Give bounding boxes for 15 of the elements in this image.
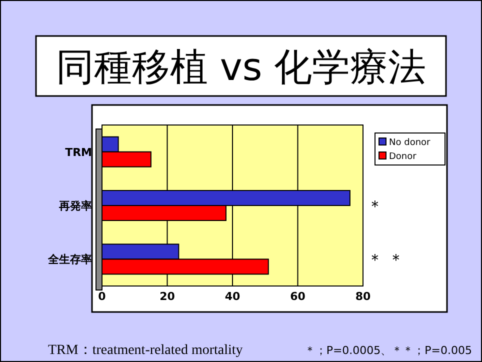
legend-label: Donor [389,152,417,162]
x-tick-label: 20 [160,290,176,303]
x-tick-label: 0 [98,290,106,303]
x-tick-label: 80 [355,290,371,303]
y-tick-label: TRM [65,146,92,159]
text: TRM：treatment-related mortality [48,343,243,358]
y-tick-label: 再発率 [58,200,92,212]
y-tick-label: 全生存率 [47,253,92,266]
text: ＊ ＊ [367,250,404,270]
chart-title: 同種移植 vs 化学療法 [56,45,426,89]
text: ＊；P=0.0005、＊＊；P=0.005 [304,344,472,357]
x-tick-label: 60 [290,290,306,303]
x-tick-label: 40 [224,290,240,303]
text: ＊ [367,196,383,216]
legend-label: No donor [389,138,431,148]
